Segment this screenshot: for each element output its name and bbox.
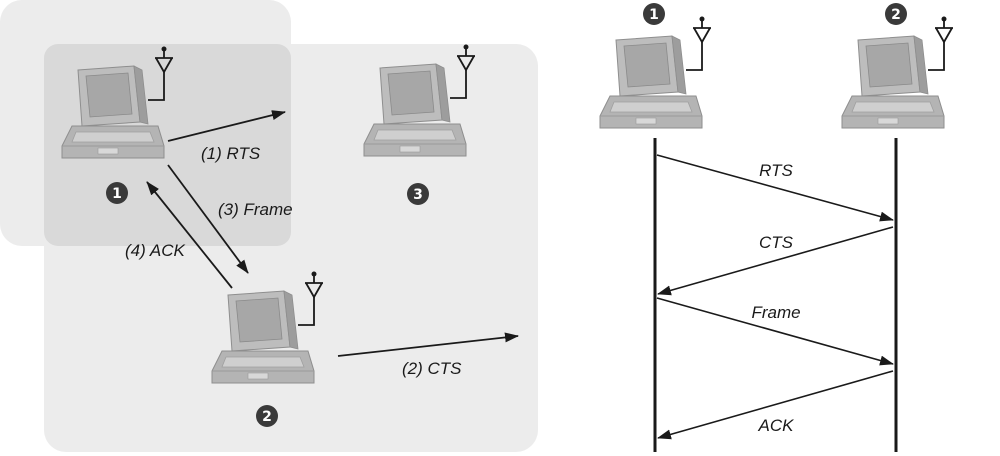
- svg-text:1: 1: [112, 186, 122, 202]
- cts-arrow-left: [337, 332, 519, 357]
- svg-text:3: 3: [413, 187, 423, 203]
- ack-label-left: (4) ACK: [125, 241, 185, 260]
- station-badge-left-3: 3: [407, 183, 429, 205]
- svg-text:2: 2: [891, 7, 901, 23]
- rts-arrow-seq: [656, 154, 894, 222]
- station-badge-seq-2: 2: [885, 3, 907, 25]
- svg-text:1: 1: [649, 7, 659, 23]
- rts-arrow-left: [167, 110, 286, 142]
- cts-label-left: (2) CTS: [402, 359, 462, 378]
- frame-arrow-seq: [656, 297, 894, 366]
- rts-label-seq: RTS: [759, 161, 793, 180]
- svg-text:2: 2: [262, 409, 272, 425]
- cts-label-seq: CTS: [759, 233, 794, 252]
- ack-label-seq: ACK: [758, 416, 795, 435]
- cts-arrow-seq: [657, 226, 894, 296]
- laptop-icon-seq-station-2: [841, 15, 954, 129]
- station-badge-seq-1: 1: [643, 3, 665, 25]
- ack-arrow-seq: [657, 370, 894, 440]
- ack-arrow-left: [146, 181, 233, 289]
- rts-label-left: (1) RTS: [201, 144, 261, 163]
- station-badge-left-2: 2: [256, 405, 278, 427]
- laptop-icon-seq-station-1: [599, 15, 712, 129]
- frame-arrow-left: [167, 164, 249, 274]
- frame-label-seq: Frame: [751, 303, 800, 322]
- frame-label-left: (3) Frame: [218, 200, 293, 219]
- station-badge-left-1: 1: [106, 182, 128, 204]
